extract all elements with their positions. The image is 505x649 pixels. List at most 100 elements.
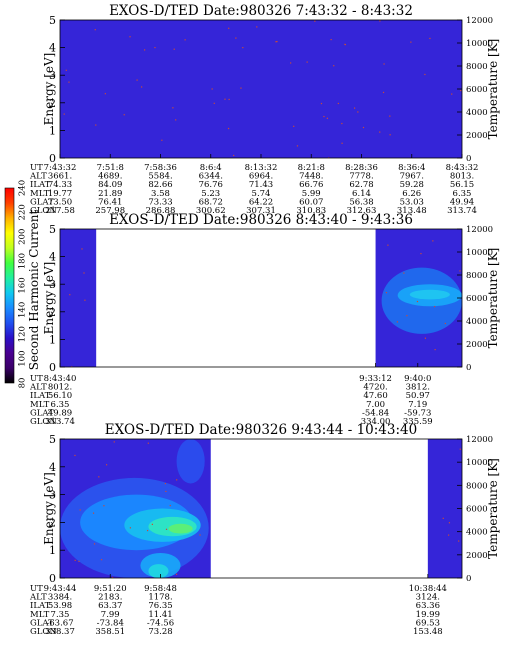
colorbar: 80 100 120 140 160 180 200 220 240 Second Harmoni… bbox=[4, 180, 41, 389]
ephemeris-value: 7:58:36 bbox=[144, 163, 177, 173]
y2-tick-label: 12000 bbox=[466, 225, 493, 235]
y-tick-label: 3 bbox=[49, 278, 56, 291]
ephemeris-row-label: GLAT bbox=[30, 197, 54, 207]
ephemeris-value: 76.41 bbox=[98, 197, 122, 207]
noise-speck bbox=[448, 522, 451, 524]
y2-tick-label: 12000 bbox=[466, 435, 493, 445]
colorbar-label: Second Harmonic Current bbox=[27, 210, 41, 371]
ephemeris-value: 56.10 bbox=[48, 391, 72, 401]
ephemeris-value: 6.35 bbox=[453, 189, 472, 199]
y-tick-label: 4 bbox=[49, 251, 56, 264]
y2-tick-label: 0 bbox=[466, 363, 471, 373]
noise-speck bbox=[146, 529, 149, 532]
noise-speck bbox=[169, 504, 171, 507]
y-tick-label: 5 bbox=[49, 14, 56, 27]
noise-speck bbox=[424, 337, 427, 339]
y2-tick-label: 10000 bbox=[466, 458, 493, 468]
ephemeris-value: 7.35 bbox=[51, 610, 70, 620]
ephemeris-row-label: UT bbox=[30, 584, 43, 594]
ephemeris-value: 5.74 bbox=[252, 189, 271, 199]
colorbar-tick-label: 100 bbox=[18, 351, 28, 367]
ephemeris-value: 8:6:4 bbox=[200, 163, 222, 173]
ephemeris-value: 9:51:20 bbox=[94, 584, 127, 594]
colorbar-tick-label: 220 bbox=[18, 204, 28, 220]
noise-speck bbox=[143, 49, 146, 51]
ephemeris-row-label: ALT bbox=[29, 383, 47, 393]
ephemeris-row-label: ILAT bbox=[30, 180, 51, 190]
noise-speck bbox=[165, 528, 168, 530]
ephemeris-value: 358.51 bbox=[95, 627, 125, 637]
y2-tick-label: 2000 bbox=[466, 131, 488, 141]
noise-speck bbox=[432, 240, 434, 242]
ephemeris-value: 69.53 bbox=[416, 618, 440, 628]
noise-speck bbox=[344, 43, 346, 46]
ephemeris-value: 76.76 bbox=[199, 180, 223, 190]
noise-speck bbox=[276, 40, 278, 43]
noise-speck bbox=[434, 305, 436, 308]
noise-speck bbox=[290, 62, 292, 64]
noise-speck bbox=[389, 115, 391, 117]
ephemeris-value: 338.37 bbox=[45, 627, 75, 637]
ephemeris-value: 10:38:44 bbox=[409, 584, 447, 594]
noise-speck bbox=[420, 252, 422, 255]
ephemeris-value: 7:51:8 bbox=[97, 163, 124, 173]
ephemeris-value: 3384. bbox=[48, 593, 72, 603]
ephemeris-value: 257.98 bbox=[95, 206, 125, 216]
ephemeris-value: 7.00 bbox=[366, 400, 385, 410]
ephemeris-row-label: MLT bbox=[30, 610, 50, 620]
ephemeris-value: 8013. bbox=[450, 172, 474, 182]
ephemeris-value: 2183. bbox=[98, 593, 122, 603]
colorbar-tick-label: 240 bbox=[18, 180, 28, 196]
ephemeris-row-label: MLT bbox=[30, 400, 50, 410]
ephemeris-value: 6.35 bbox=[51, 400, 70, 410]
ephemeris-value: 8:43:40 bbox=[44, 374, 77, 384]
noise-speck bbox=[444, 322, 446, 325]
ephemeris-value: 49.89 bbox=[48, 408, 72, 418]
noise-speck bbox=[161, 139, 163, 141]
y2-tick-label: 6000 bbox=[466, 294, 488, 304]
ephemeris-value: 5.23 bbox=[201, 189, 220, 199]
noise-speck bbox=[314, 20, 316, 22]
ephemeris-value: 7778. bbox=[349, 172, 373, 182]
colorbar-tick-label: 160 bbox=[18, 277, 28, 293]
y2-tick-label: 8000 bbox=[466, 271, 488, 281]
noise-speck bbox=[93, 543, 96, 545]
ephemeris-value: 8:36:4 bbox=[398, 163, 425, 173]
noise-speck bbox=[383, 63, 385, 65]
ephemeris-row-label: UT bbox=[30, 163, 43, 173]
noise-speck bbox=[74, 559, 76, 562]
ephemeris-value: 312.63 bbox=[347, 206, 377, 216]
noise-speck bbox=[78, 560, 80, 563]
panel-title: EXOS-D/TED Date:980326 9:43:44 - 10:43:4… bbox=[105, 422, 417, 438]
noise-speck bbox=[224, 98, 226, 100]
ephemeris-value: 153.48 bbox=[413, 627, 443, 637]
noise-speck bbox=[233, 154, 235, 157]
data-coverage-segment bbox=[427, 439, 462, 578]
noise-speck bbox=[379, 20, 381, 22]
colorbar-tick-label: 80 bbox=[18, 378, 28, 389]
ephemeris-value: 9:33:12 bbox=[359, 374, 392, 384]
ephemeris-value: 4720. bbox=[363, 383, 387, 393]
ephemeris-value: 73.50 bbox=[48, 197, 72, 207]
y2-tick-label: 8000 bbox=[466, 481, 488, 491]
noise-speck bbox=[323, 115, 325, 118]
noise-speck bbox=[458, 540, 460, 542]
ephemeris-value: 307.31 bbox=[246, 206, 276, 216]
ephemeris-value: 1178. bbox=[148, 593, 172, 603]
ephemeris-value: 9:43:44 bbox=[44, 584, 77, 594]
y2-tick-label: 8000 bbox=[466, 62, 488, 72]
noise-speck bbox=[65, 69, 67, 71]
ephemeris-value: 5.99 bbox=[302, 189, 321, 199]
spectrogram-panels: EXOS-D/TED Date:980326 7:43:32 - 8:43:32… bbox=[29, 3, 500, 637]
intensity-region bbox=[168, 523, 193, 534]
ephemeris-value: -73.84 bbox=[97, 618, 124, 628]
y2-tick-label: 2000 bbox=[466, 340, 488, 350]
noise-speck bbox=[213, 102, 215, 104]
ephemeris-value: 334.00 bbox=[361, 417, 391, 427]
noise-speck bbox=[228, 98, 230, 101]
noise-speck bbox=[228, 27, 230, 29]
noise-speck bbox=[94, 29, 96, 31]
